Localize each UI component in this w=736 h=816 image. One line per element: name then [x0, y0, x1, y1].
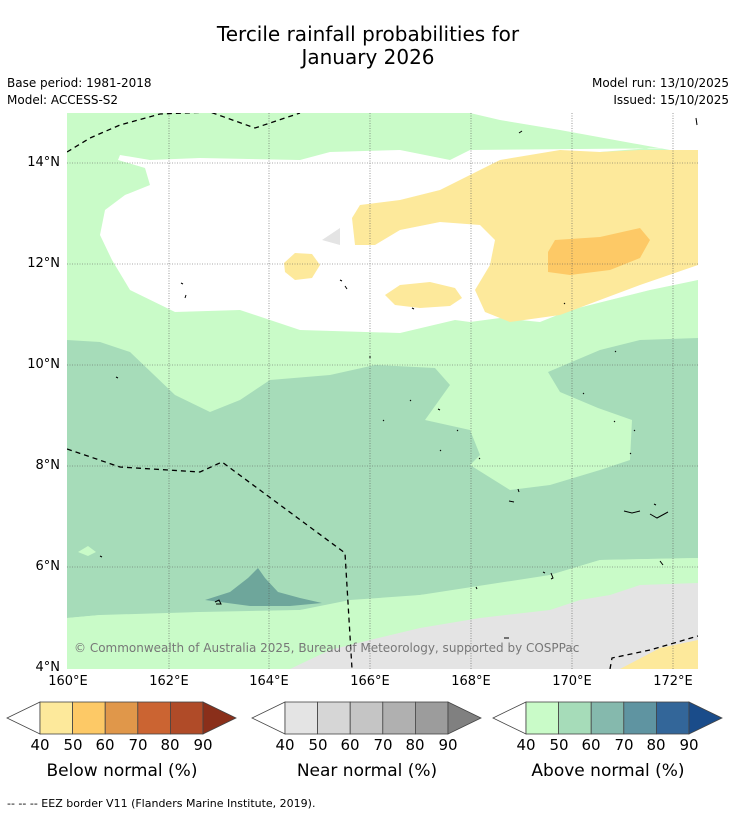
below-normal-title: Below normal (%) [46, 761, 198, 781]
below-normal-segment [39, 701, 73, 735]
title-line-1: Tercile rainfall probabilities for [216, 22, 520, 46]
tick-label: 90 [438, 736, 458, 754]
near-normal-under-arrow [251, 701, 286, 735]
above-normal-segment [525, 701, 559, 735]
tick-label: 80 [646, 736, 666, 754]
near-normal-over-arrow [447, 701, 482, 735]
islands [99, 117, 698, 639]
eez-footnote: -- -- -- EEZ border V11 (Flanders Marine… [7, 797, 316, 810]
tick-label: 90 [679, 736, 699, 754]
tick-label: 40 [516, 736, 536, 754]
tick-label: 50 [549, 736, 569, 754]
below-normal-segment [72, 701, 106, 735]
lon-label-164e: 164°E [249, 674, 289, 689]
tick-label: 50 [63, 736, 83, 754]
rainfall-map [67, 113, 698, 669]
below-normal-segment [137, 701, 171, 735]
lat-label-12n: 12°N [27, 256, 60, 271]
below-40-southeast-region [620, 640, 698, 669]
eez-borders [67, 113, 698, 669]
lat-label-8n: 8°N [35, 458, 61, 473]
above-normal-segment [655, 701, 690, 735]
below-normal-segment [169, 701, 204, 735]
lon-label-166e: 166°E [350, 674, 390, 689]
near-normal-segment [349, 701, 384, 735]
lat-label-4n: 4°N [35, 660, 61, 675]
lon-label-160e: 160°E [48, 674, 88, 689]
below-40-region [352, 150, 698, 322]
below-40-island-1 [284, 253, 320, 280]
above-40-spot [78, 546, 96, 556]
lon-label-168e: 168°E [451, 674, 491, 689]
above-normal-segment [623, 701, 657, 735]
tick-label: 70 [614, 736, 634, 754]
tick-label: 50 [308, 736, 328, 754]
title-line-2: January 2026 [301, 45, 435, 69]
issued-date: Issued: 15/10/2025 [613, 93, 729, 107]
near-normal-title: Near normal (%) [296, 761, 438, 781]
model-name: Model: ACCESS-S2 [7, 93, 119, 107]
above-normal-colorbar [492, 701, 723, 735]
near-40-wedge [322, 228, 340, 245]
lat-label-10n: 10°N [27, 357, 60, 372]
base-period: Base period: 1981-2018 [7, 76, 152, 90]
tick-label: 80 [405, 736, 425, 754]
near-normal-colorbar [251, 701, 482, 735]
lon-label-162e: 162°E [149, 674, 189, 689]
above-60-region [205, 568, 322, 606]
tick-label: 70 [373, 736, 393, 754]
tick-label: 80 [160, 736, 180, 754]
below-normal-over-arrow [202, 701, 237, 735]
below-normal-segment [104, 701, 139, 735]
above-normal-under-arrow [492, 701, 527, 735]
above-normal-over-arrow [688, 701, 723, 735]
lon-label-172e: 172°E [653, 674, 693, 689]
above-normal-title: Above normal (%) [531, 761, 685, 781]
near-normal-segment [317, 701, 351, 735]
copyright-notice: © Commonwealth of Australia 2025, Bureau… [74, 641, 580, 655]
below-normal-colorbar [6, 701, 237, 735]
tick-label: 40 [275, 736, 295, 754]
lon-label-170e: 170°E [552, 674, 592, 689]
below-normal-under-arrow [6, 701, 41, 735]
below-40-island-2 [385, 282, 462, 308]
near-40-region [290, 583, 698, 669]
tick-label: 60 [95, 736, 115, 754]
model-run: Model run: 13/10/2025 [591, 76, 729, 90]
above-50-region [67, 338, 698, 618]
tick-label: 60 [581, 736, 601, 754]
below-50-region [548, 228, 650, 275]
tick-label: 70 [128, 736, 148, 754]
near-normal-segment [284, 701, 318, 735]
near-normal-segment [414, 701, 449, 735]
graticule [67, 113, 698, 669]
lat-label-6n: 6°N [35, 559, 61, 574]
near-normal-segment [382, 701, 416, 735]
above-normal-segment [590, 701, 625, 735]
tick-label: 40 [30, 736, 50, 754]
above-normal-segment [558, 701, 592, 735]
tick-label: 60 [340, 736, 360, 754]
lat-label-14n: 14°N [27, 155, 60, 170]
tick-label: 90 [193, 736, 213, 754]
white-top-region [470, 113, 698, 150]
